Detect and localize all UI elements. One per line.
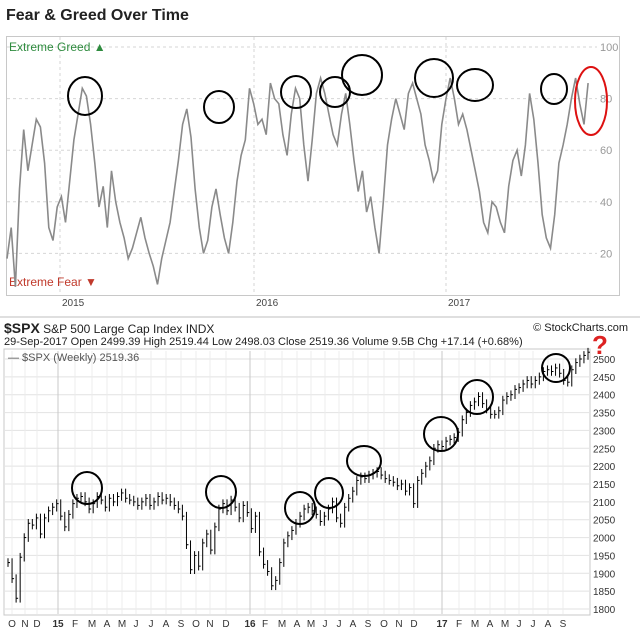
spx-x-tick-label: F [262,619,268,630]
spx-y-tick-label: 1950 [593,551,616,562]
spx-x-tick-label: S [365,619,372,630]
spx-frame [3,348,591,616]
spx-annotation-circle [314,477,344,509]
fg-y-tick-label: 60 [600,145,612,157]
spx-y-tick-label: 1900 [593,569,616,580]
spx-x-tick-label: N [395,619,402,630]
fg-y-tick-label: 20 [600,248,612,260]
spx-x-tick-label: S [560,619,567,630]
spx-x-tick-label: M [307,619,315,630]
spx-x-tick-label: M [88,619,96,630]
spx-x-tick-label: O [192,619,200,630]
spx-y-tick-label: 2500 [593,355,616,366]
spx-x-tick-label: S [178,619,185,630]
spx-x-tick-label: F [72,619,78,630]
spx-x-tick-label: J [531,619,536,630]
fg-y-tick-label: 100 [600,42,618,54]
spx-annotation-circle [284,491,316,525]
spx-x-tick-label: A [487,619,494,630]
fg-y-tick-label: 40 [600,197,612,209]
spx-x-tick-label: J [517,619,522,630]
spx-x-tick-label: A [294,619,301,630]
spx-x-tick-label: A [545,619,552,630]
peak-annotation-circle [414,58,454,98]
spx-x-tick-label: D [222,619,229,630]
spx-x-tick-label: D [410,619,417,630]
spx-x-tick-label: A [350,619,357,630]
spx-annotation-circle [71,471,103,505]
peak-annotation-circle [203,90,235,124]
spx-x-tick-label: O [380,619,388,630]
stockcharts-credit: © StockCharts.com [533,322,628,334]
spx-annotation-circle [541,353,571,383]
spx-x-tick-label: 16 [244,619,256,630]
latest-reading-circle [574,66,608,136]
spx-annotation-circle [423,416,459,452]
spx-y-tick-label: 2300 [593,426,616,437]
spx-annotation-circle [205,475,237,509]
spx-y-tick-label: 1850 [593,587,616,598]
spx-x-tick-label: N [21,619,28,630]
fg-x-tick-label: 2016 [256,298,279,309]
spx-annotation-circle [346,445,382,477]
extreme-greed-label: Extreme Greed ▲ [9,40,106,54]
fear-greed-frame [6,36,620,296]
spx-symbol: $SPX [4,320,40,336]
spx-info-line: 29-Sep-2017 Open 2499.39 High 2519.44 Lo… [4,336,523,348]
spx-y-tick-label: 1800 [593,605,616,616]
question-mark: ? [592,330,608,360]
fg-x-tick-label: 2015 [62,298,85,309]
spx-x-tick-label: 17 [436,619,448,630]
spx-x-tick-label: A [104,619,111,630]
spx-x-tick-label: M [278,619,286,630]
spx-x-tick-label: 15 [52,619,64,630]
fg-x-tick-label: 2017 [448,298,471,309]
spx-x-tick-label: J [323,619,328,630]
spx-y-tick-label: 2150 [593,480,616,491]
spx-x-tick-label: F [456,619,462,630]
spx-y-tick-label: 2250 [593,444,616,455]
fear-greed-line [6,74,589,287]
spx-x-tick-label: N [206,619,213,630]
spx-y-tick-label: 2400 [593,391,616,402]
spx-y-tick-label: 2050 [593,516,616,527]
spx-x-tick-label: J [134,619,139,630]
peak-annotation-circle [341,54,383,96]
spx-subtitle: S&P 500 Large Cap Index INDX [43,322,215,336]
peak-annotation-circle [540,73,568,105]
spx-y-tick-label: 2350 [593,409,616,420]
spx-x-tick-label: M [471,619,479,630]
spx-x-tick-label: M [118,619,126,630]
spx-legend: — $SPX (Weekly) 2519.36 [8,352,139,364]
spx-x-tick-label: J [149,619,154,630]
spx-y-tick-label: 2100 [593,498,616,509]
spx-x-tick-label: M [501,619,509,630]
extreme-fear-label: Extreme Fear ▼ [9,275,97,289]
spx-y-tick-label: 2450 [593,373,616,384]
spx-annotation-circle [460,379,494,415]
spx-x-tick-label: A [163,619,170,630]
peak-annotation-circle [456,68,494,102]
spx-x-tick-label: O [8,619,16,630]
peak-annotation-circle [67,76,103,116]
spx-y-tick-label: 2200 [593,462,616,473]
spx-y-tick-label: 2000 [593,534,616,545]
chart-title: Fear & Greed Over Time [6,7,189,24]
spx-x-tick-label: D [33,619,40,630]
peak-annotation-circle [280,75,312,109]
spx-x-tick-label: J [337,619,342,630]
spx-header: $SPX S&P 500 Large Cap Index INDX [4,320,214,336]
